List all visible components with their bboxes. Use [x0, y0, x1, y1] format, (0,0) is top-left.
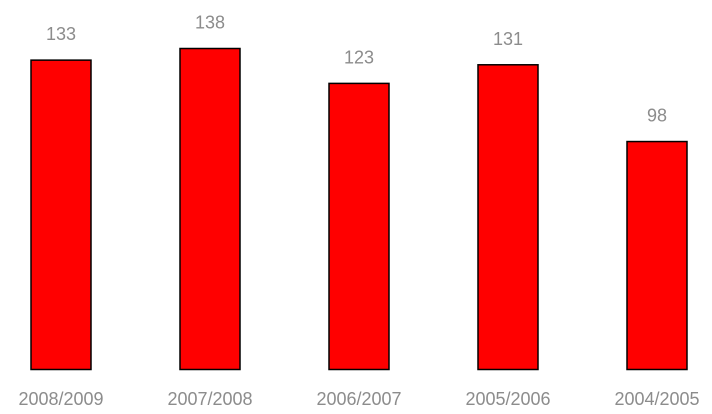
- category-label: 2005/2006: [465, 389, 550, 409]
- value-label: 131: [493, 29, 523, 49]
- value-label: 123: [344, 47, 374, 67]
- bar-2005-2006: [477, 64, 539, 371]
- category-label: 2006/2007: [316, 389, 401, 409]
- bar-2007-2008: [179, 47, 241, 371]
- value-label: 133: [46, 24, 76, 44]
- category-label: 2008/2009: [18, 389, 103, 409]
- bar-2004-2005: [626, 140, 688, 371]
- bar-2006-2007: [328, 82, 390, 371]
- value-label: 138: [195, 13, 225, 33]
- category-label: 2004/2005: [614, 389, 699, 409]
- bar-2008-2009: [30, 59, 92, 371]
- value-label: 98: [647, 106, 667, 126]
- category-label: 2007/2008: [167, 389, 252, 409]
